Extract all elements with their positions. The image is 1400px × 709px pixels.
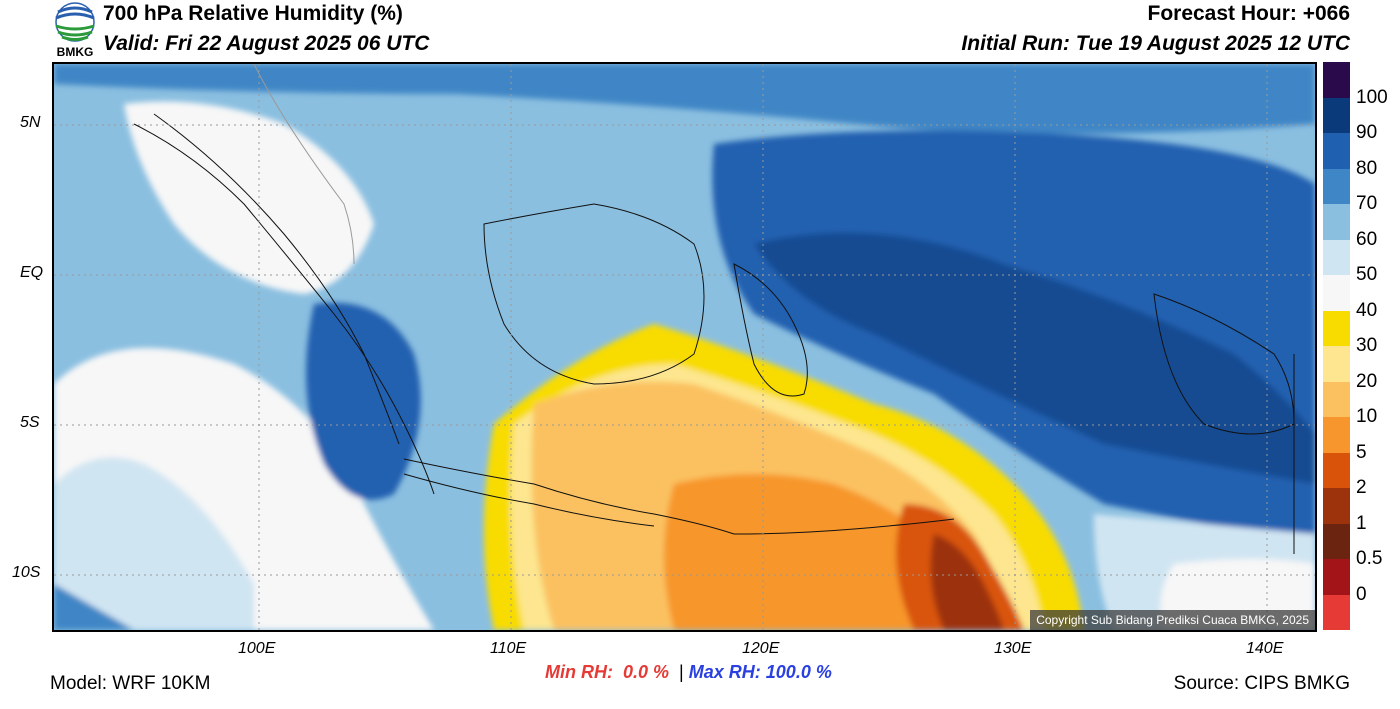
colorbar-label: 0 bbox=[1356, 583, 1367, 605]
colorbar-label: 50 bbox=[1356, 264, 1378, 285]
lat-label-eq: EQ bbox=[20, 264, 44, 281]
dry-tongue-2 bbox=[930, 534, 1004, 630]
java-coast bbox=[403, 458, 735, 535]
western-ocean-light bbox=[54, 457, 254, 630]
colorbar-cell bbox=[1323, 310, 1350, 346]
sumatra-south-moist bbox=[306, 302, 421, 500]
north-moist-band bbox=[54, 64, 1315, 134]
lon-label-140e: 140E bbox=[1246, 640, 1284, 657]
lat-label-5s: 5S bbox=[20, 414, 40, 431]
colorbar-label: 70 bbox=[1356, 193, 1378, 214]
colorbar-label: 100 bbox=[1356, 86, 1388, 108]
min-max-rh: Min RH: 0.0 % | Max RH: 100.0 % bbox=[545, 662, 832, 683]
colorbar-label: 20 bbox=[1356, 370, 1378, 392]
valid-time: Valid: Fri 22 August 2025 06 UTC bbox=[103, 32, 430, 55]
colorbar-cell bbox=[1323, 381, 1350, 417]
colorbar-cell bbox=[1323, 62, 1350, 98]
colorbar-cell bbox=[1323, 488, 1350, 524]
colorbar-cell bbox=[1323, 346, 1350, 382]
colorbar-cell bbox=[1323, 168, 1350, 204]
colorbar-label: 1 bbox=[1356, 512, 1367, 534]
lat-label-5n: 5N bbox=[20, 114, 41, 131]
colorbar-cell bbox=[1323, 417, 1350, 453]
lon-label-110e: 110E bbox=[490, 640, 527, 657]
colorbar-cell bbox=[1323, 523, 1350, 559]
colorbar-label: 2 bbox=[1356, 477, 1367, 498]
max-rh-label: Max RH: bbox=[688, 662, 761, 682]
humidity-field bbox=[54, 64, 1315, 630]
colorbar-label: 80 bbox=[1356, 157, 1378, 179]
humidity-map-svg bbox=[54, 64, 1315, 630]
colorbar-cell bbox=[1323, 594, 1350, 630]
eastern-very-moist bbox=[754, 232, 1315, 484]
colorbar-cell bbox=[1323, 97, 1350, 133]
lat-label-10s: 10S bbox=[12, 564, 41, 581]
sumatra-dry bbox=[124, 101, 374, 294]
colorbar-label: 90 bbox=[1356, 122, 1378, 143]
max-rh-value: 100.0 % bbox=[765, 662, 832, 682]
colorbar-label: 0.5 bbox=[1356, 548, 1383, 569]
southwest-moist bbox=[54, 584, 134, 630]
colorbar-cell bbox=[1323, 559, 1350, 595]
colorbar-cell bbox=[1323, 204, 1350, 240]
coastlines bbox=[133, 64, 1295, 554]
min-rh-label: Min RH: bbox=[545, 662, 613, 682]
lesser-sunda-coast bbox=[733, 518, 955, 535]
logo-text: BMKG bbox=[57, 45, 94, 58]
lon-label-100e: 100E bbox=[238, 640, 276, 657]
initial-run: Initial Run: Tue 19 August 2025 12 UTC bbox=[961, 32, 1350, 55]
colorbar-label: 30 bbox=[1356, 335, 1378, 356]
colorbar-label: 10 bbox=[1356, 406, 1378, 427]
forecast-hour: Forecast Hour: +066 bbox=[1147, 2, 1351, 25]
copyright-notice: Copyright Sub Bidang Prediksi Cuaca BMKG… bbox=[1030, 610, 1315, 630]
sumatra-coast-inner bbox=[153, 113, 400, 445]
model-label: Model: WRF 10KM bbox=[50, 673, 211, 694]
colorbar bbox=[1323, 62, 1350, 630]
sulawesi-coast bbox=[733, 263, 808, 397]
gridlines bbox=[54, 64, 1315, 630]
source-label: Source: CIPS BMKG bbox=[1173, 673, 1350, 694]
borneo-coast bbox=[483, 203, 705, 385]
malaya-coast bbox=[253, 64, 355, 265]
lon-label-130e: 130E bbox=[994, 640, 1032, 657]
colorbar-label: 60 bbox=[1356, 228, 1378, 250]
colorbar-cell bbox=[1323, 452, 1350, 488]
java-coast-south bbox=[403, 473, 655, 527]
colorbar-cell bbox=[1323, 275, 1350, 311]
colorbar-label: 5 bbox=[1356, 441, 1367, 463]
min-rh-value: 0.0 % bbox=[623, 662, 670, 682]
sumatra-coast bbox=[133, 123, 435, 495]
minmax-separator: | bbox=[679, 662, 684, 682]
colorbar-cell bbox=[1323, 133, 1350, 169]
colorbar-cell bbox=[1323, 239, 1350, 275]
bmkg-logo: BMKG bbox=[50, 0, 100, 59]
humidity-map: Copyright Sub Bidang Prediksi Cuaca BMKG… bbox=[52, 62, 1317, 632]
lon-label-120e: 120E bbox=[742, 640, 780, 657]
chart-title: 700 hPa Relative Humidity (%) bbox=[103, 2, 403, 25]
colorbar-label: 40 bbox=[1356, 299, 1378, 321]
